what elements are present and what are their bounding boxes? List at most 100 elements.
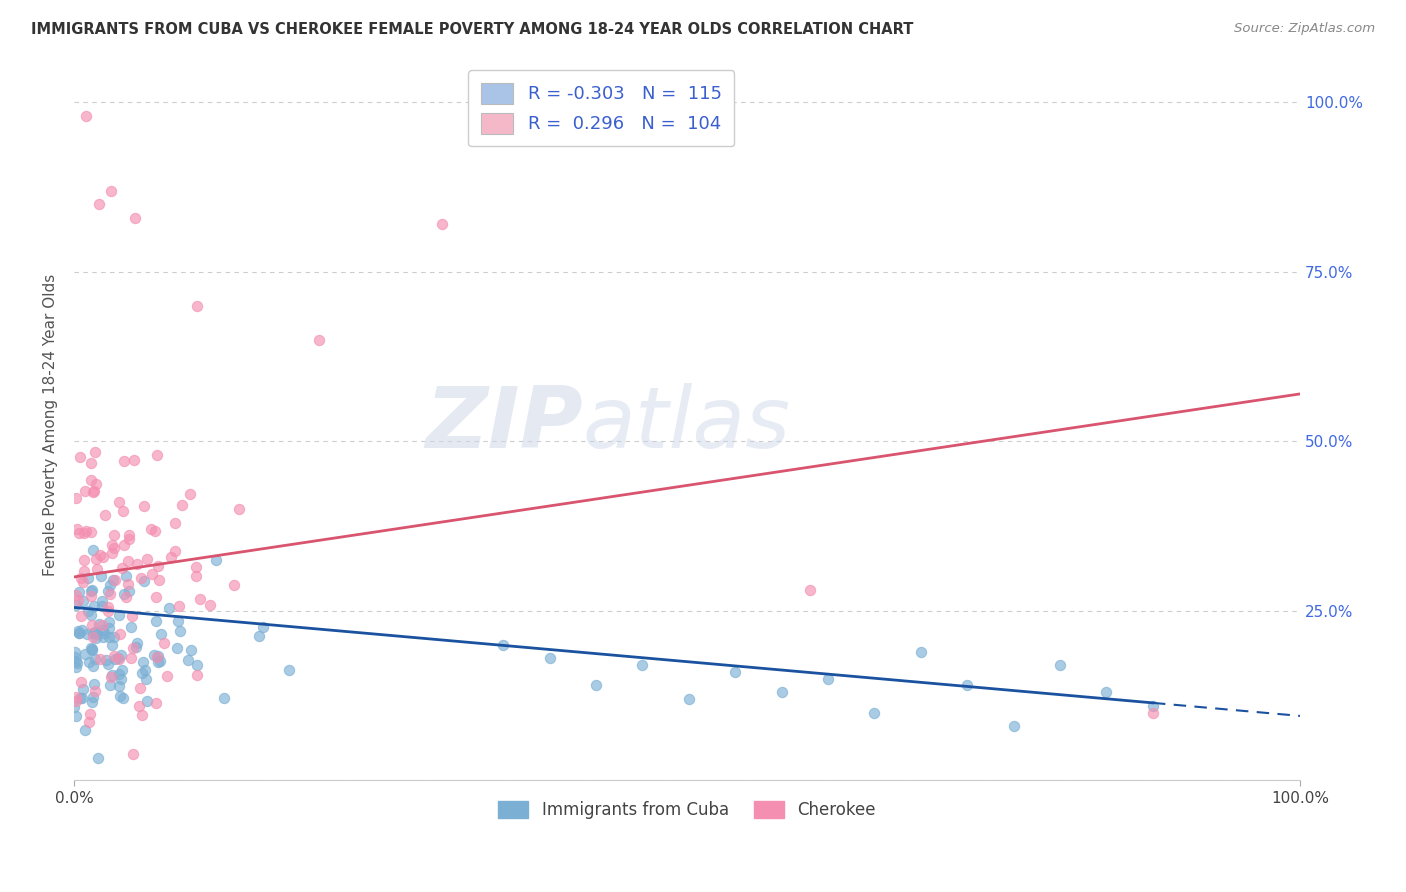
Point [77, 655, 100, 669]
Point [66, 522, 89, 536]
Point [956, 678, 979, 692]
Point [67, 624, 90, 638]
Point [163, 544, 186, 558]
Point [76, 627, 98, 641]
Point [128, 699, 150, 714]
Point [67, 526, 90, 541]
Point [108, 666, 131, 681]
Point [111, 663, 134, 677]
Point [65, 709, 87, 723]
Point [82, 630, 104, 644]
Point [146, 448, 169, 462]
Point [86, 552, 108, 566]
Point [188, 592, 211, 607]
Point [148, 573, 170, 587]
Point [73, 723, 96, 738]
Point [186, 559, 208, 574]
Point [118, 528, 141, 542]
Point [101, 573, 124, 587]
Point [80, 643, 103, 657]
Point [80, 583, 103, 598]
Text: ZIP: ZIP [425, 383, 583, 466]
Point [69, 691, 91, 706]
Point [111, 561, 134, 575]
Point [110, 672, 132, 686]
Point [97, 584, 120, 599]
Point [66, 593, 89, 607]
Point [75, 524, 97, 538]
Point [65, 694, 87, 708]
Point [100, 667, 122, 681]
Point [84, 683, 107, 698]
Point [112, 690, 135, 705]
Point [186, 667, 208, 681]
Text: Source: ZipAtlas.com: Source: ZipAtlas.com [1234, 22, 1375, 36]
Point [104, 573, 127, 587]
Point [1002, 719, 1025, 733]
Point [72, 681, 94, 696]
Point [186, 658, 208, 673]
Point [70, 609, 93, 624]
Point [186, 299, 208, 313]
Point [80, 473, 103, 487]
Point [112, 538, 135, 552]
Point [84, 476, 107, 491]
Point [492, 638, 515, 652]
Point [87, 617, 110, 632]
Point [87, 751, 110, 765]
Point [149, 627, 172, 641]
Point [82, 690, 104, 705]
Point [117, 554, 139, 568]
Point [65, 598, 87, 612]
Point [146, 649, 169, 664]
Point [110, 648, 132, 663]
Point [143, 648, 166, 662]
Point [169, 624, 191, 639]
Point [104, 652, 127, 666]
Point [167, 614, 190, 628]
Point [131, 665, 153, 680]
Point [770, 685, 793, 699]
Point [83, 483, 105, 498]
Point [70, 675, 93, 690]
Point [121, 650, 143, 665]
Point [70, 624, 93, 638]
Point [121, 609, 143, 624]
Point [103, 630, 125, 644]
Point [308, 333, 330, 347]
Point [112, 504, 135, 518]
Point [135, 672, 157, 686]
Point [90, 618, 112, 632]
Point [67, 585, 90, 599]
Point [198, 598, 221, 612]
Point [122, 747, 145, 762]
Y-axis label: Female Poverty Among 18-24 Year Olds: Female Poverty Among 18-24 Year Olds [44, 273, 58, 575]
Point [252, 620, 274, 634]
Point [83, 677, 105, 691]
Point [65, 645, 87, 659]
Point [170, 498, 193, 512]
Text: atlas: atlas [583, 383, 790, 466]
Point [86, 627, 108, 641]
Point [87, 197, 110, 211]
Legend: Immigrants from Cuba, Cherokee: Immigrants from Cuba, Cherokee [492, 794, 883, 825]
Point [82, 658, 104, 673]
Point [98, 578, 121, 592]
Point [65, 491, 87, 505]
Point [77, 714, 100, 729]
Point [247, 629, 270, 643]
Point [70, 690, 93, 705]
Point [817, 672, 839, 686]
Point [107, 607, 129, 622]
Point [132, 655, 155, 669]
Point [108, 494, 131, 508]
Point [148, 559, 170, 574]
Point [108, 689, 131, 703]
Point [90, 569, 112, 583]
Point [799, 583, 821, 598]
Point [146, 655, 169, 669]
Point [118, 583, 141, 598]
Point [186, 569, 208, 583]
Point [103, 648, 125, 663]
Point [93, 625, 115, 640]
